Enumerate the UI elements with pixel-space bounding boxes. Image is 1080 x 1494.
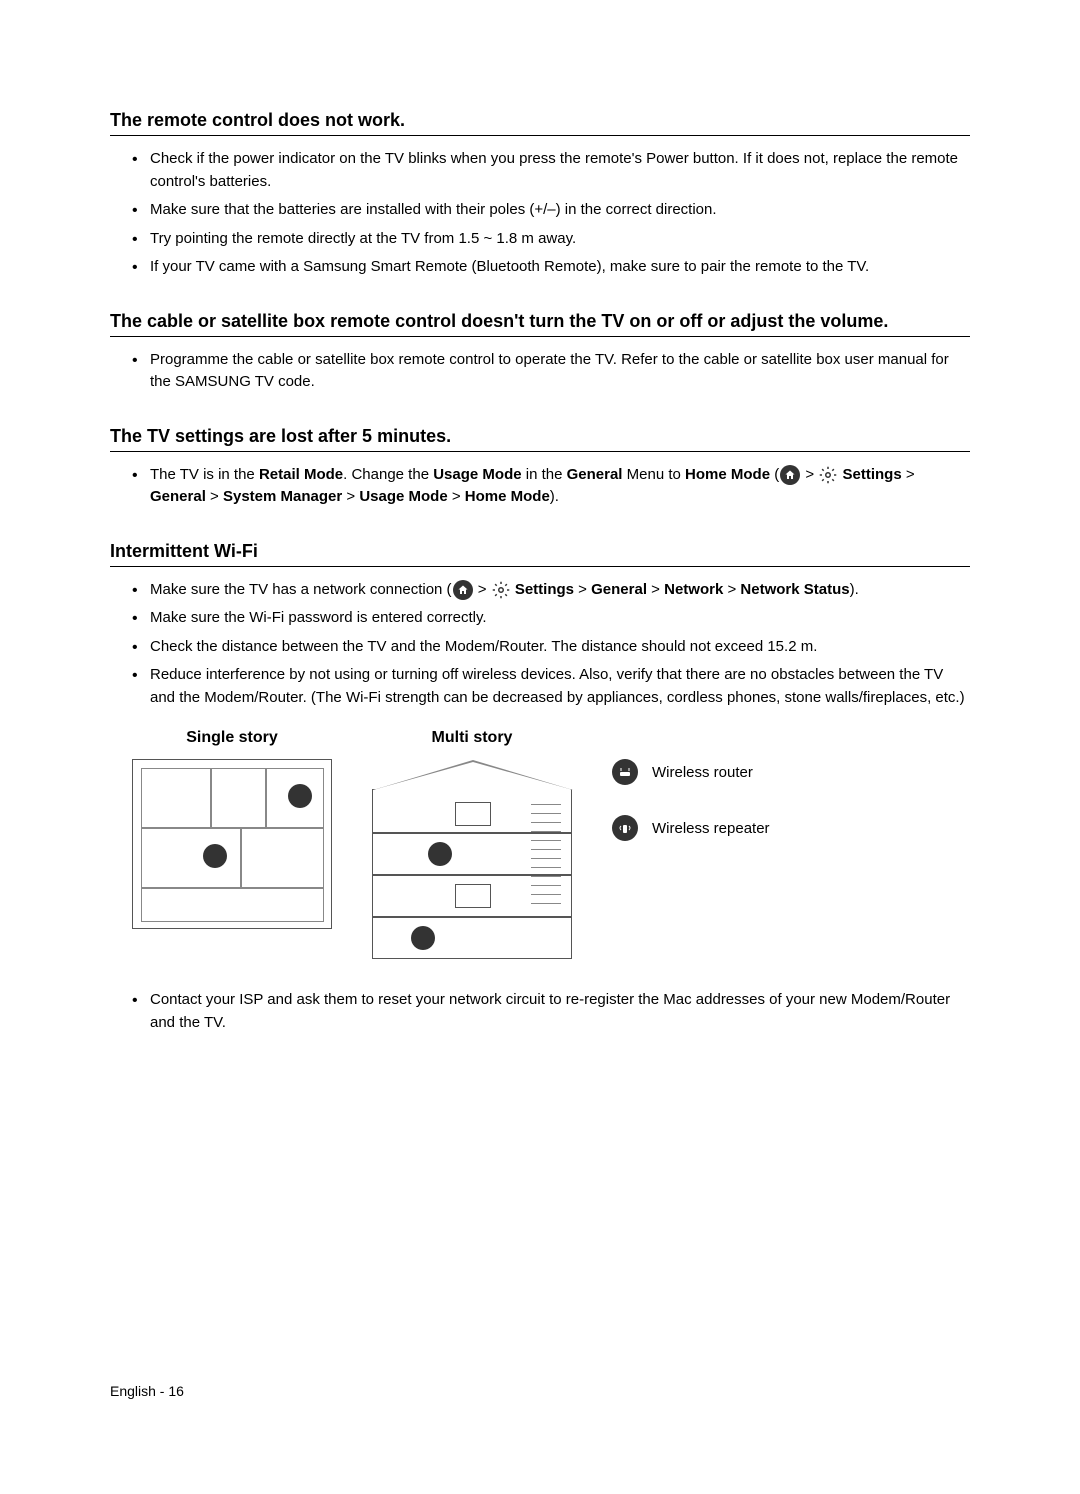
bold-text: System Manager [223,488,342,505]
repeater-icon [203,844,227,868]
bold-text: Usage Mode [359,488,447,505]
bold-text: Network [664,581,723,598]
repeater-icon [428,842,452,866]
diagram-multi-story: Multi story [372,729,572,959]
list-wifi: Make sure the TV has a network connectio… [110,579,970,710]
text: > [474,581,491,598]
list-item: Try pointing the remote directly at the … [132,228,970,251]
section-cable: The cable or satellite box remote contro… [110,311,970,394]
list-wifi-continued: Contact your ISP and ask them to reset y… [110,989,970,1034]
list-item: Make sure the Wi-Fi password is entered … [132,607,970,630]
heading-remote: The remote control does not work. [110,110,970,136]
legend: Wireless router Wireless repeater [612,729,770,959]
legend-label: Wireless router [652,764,753,781]
bold-text: Home Mode [685,466,770,483]
list-item: If your TV came with a Samsung Smart Rem… [132,256,970,279]
tv-icon [455,802,491,826]
heading-cable: The cable or satellite box remote contro… [110,311,970,337]
list-item: Contact your ISP and ask them to reset y… [132,989,970,1034]
list-item: Check the distance between the TV and th… [132,636,970,659]
list-item: Reduce interference by not using or turn… [132,664,970,709]
text: in the [522,466,567,483]
section-wifi: Intermittent Wi-Fi Make sure the TV has … [110,541,970,1035]
router-icon [411,926,435,950]
gear-icon [492,581,510,599]
text: Make sure the TV has a network connectio… [150,581,452,598]
bold-text: Settings [843,466,902,483]
list-item: Programme the cable or satellite box rem… [132,349,970,394]
legend-item-repeater: Wireless repeater [612,815,770,841]
home-icon [780,465,800,485]
list-cable: Programme the cable or satellite box rem… [110,349,970,394]
text: > [342,488,359,505]
gear-icon [819,466,837,484]
bold-text: General [591,581,647,598]
list-remote: Check if the power indicator on the TV b… [110,148,970,279]
diagram-title-single: Single story [186,729,278,747]
text: Menu to [622,466,685,483]
text: > [574,581,591,598]
text: > [723,581,740,598]
list-item: The TV is in the Retail Mode. Change the… [132,464,970,509]
text: . Change the [343,466,433,483]
text: > [448,488,465,505]
text: ). [850,581,859,598]
bold-text: Home Mode [465,488,550,505]
floorplan-single [132,759,332,929]
bold-text: Usage Mode [433,466,521,483]
text: ( [770,466,779,483]
bold-text: General [567,466,623,483]
home-icon [453,580,473,600]
text: The TV is in the [150,466,259,483]
diagram-title-multi: Multi story [432,729,513,747]
repeater-icon [612,815,638,841]
bold-text: Settings [515,581,574,598]
list-item: Make sure that the batteries are install… [132,199,970,222]
text: > [902,466,915,483]
text: > [647,581,664,598]
house-multi [372,789,572,959]
diagrams-row: Single story Multi story [110,729,970,959]
bold-text: General [150,488,206,505]
tv-icon [455,884,491,908]
text: ). [550,488,559,505]
router-icon [612,759,638,785]
legend-label: Wireless repeater [652,820,770,837]
list-retail: The TV is in the Retail Mode. Change the… [110,464,970,509]
page-footer: English - 16 [110,1383,184,1399]
heading-wifi: Intermittent Wi-Fi [110,541,970,567]
section-retail: The TV settings are lost after 5 minutes… [110,426,970,509]
bold-text: Retail Mode [259,466,343,483]
bold-text: Network Status [740,581,849,598]
router-icon [288,784,312,808]
legend-item-router: Wireless router [612,759,770,785]
list-item: Make sure the TV has a network connectio… [132,579,970,602]
section-remote: The remote control does not work. Check … [110,110,970,279]
heading-retail: The TV settings are lost after 5 minutes… [110,426,970,452]
list-item: Check if the power indicator on the TV b… [132,148,970,193]
text: > [206,488,223,505]
diagram-single-story: Single story [132,729,332,959]
text: > [801,466,818,483]
